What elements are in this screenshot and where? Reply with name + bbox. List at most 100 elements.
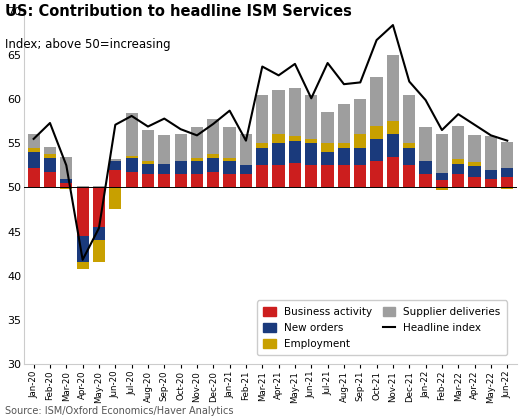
Bar	[452, 126, 464, 159]
Bar	[191, 127, 203, 158]
Bar	[272, 135, 285, 143]
Bar	[468, 166, 481, 177]
Bar	[452, 174, 464, 187]
Bar	[60, 183, 72, 187]
Bar	[452, 163, 464, 174]
Bar	[126, 155, 138, 158]
Bar	[93, 187, 105, 227]
Bar	[77, 187, 89, 236]
Bar	[256, 148, 268, 166]
Bar	[191, 161, 203, 174]
Bar	[126, 171, 138, 187]
Bar	[403, 148, 416, 166]
Bar	[387, 121, 399, 135]
Bar	[158, 163, 170, 174]
Text: Index; above 50=increasing: Index; above 50=increasing	[5, 38, 171, 51]
Bar	[436, 180, 448, 187]
Legend: Business activity, New orders, Employment, Supplier deliveries, Headline index: Business activity, New orders, Employmen…	[257, 301, 507, 355]
Bar	[93, 227, 105, 240]
Bar	[142, 163, 154, 174]
Bar	[468, 162, 481, 166]
Bar	[354, 135, 366, 148]
Bar	[322, 112, 334, 143]
Bar	[501, 177, 514, 187]
Bar	[240, 135, 252, 166]
Bar	[256, 143, 268, 148]
Bar	[370, 161, 383, 187]
Bar	[126, 113, 138, 155]
Bar	[142, 161, 154, 163]
Bar	[60, 178, 72, 183]
Bar	[191, 158, 203, 161]
Bar	[305, 139, 318, 143]
Bar	[305, 95, 318, 139]
Bar	[403, 95, 416, 143]
Bar	[468, 177, 481, 187]
Bar	[28, 168, 40, 187]
Bar	[44, 147, 56, 154]
Bar	[142, 174, 154, 187]
Bar	[289, 136, 301, 140]
Bar	[44, 171, 56, 187]
Bar	[28, 148, 40, 152]
Bar	[305, 166, 318, 187]
Bar	[338, 148, 350, 166]
Bar	[240, 166, 252, 174]
Bar	[77, 186, 89, 187]
Bar	[485, 136, 497, 170]
Bar	[370, 77, 383, 126]
Bar	[207, 171, 220, 187]
Bar	[420, 161, 432, 174]
Bar	[420, 127, 432, 161]
Bar	[387, 55, 399, 121]
Bar	[272, 166, 285, 187]
Bar	[485, 170, 497, 178]
Bar	[207, 154, 220, 158]
Bar	[126, 158, 138, 171]
Bar	[191, 174, 203, 187]
Bar	[354, 99, 366, 135]
Bar	[501, 142, 514, 168]
Bar	[174, 174, 187, 187]
Bar	[256, 95, 268, 143]
Bar	[93, 186, 105, 187]
Bar	[420, 174, 432, 187]
Bar	[44, 154, 56, 158]
Bar	[322, 143, 334, 152]
Bar	[256, 166, 268, 187]
Bar	[501, 187, 514, 189]
Bar	[44, 158, 56, 171]
Bar	[272, 90, 285, 135]
Bar	[174, 135, 187, 161]
Bar	[207, 119, 220, 154]
Bar	[224, 127, 236, 158]
Bar	[240, 174, 252, 187]
Bar	[387, 156, 399, 187]
Bar	[322, 152, 334, 166]
Bar	[338, 143, 350, 148]
Bar	[207, 158, 220, 171]
Bar	[289, 140, 301, 163]
Bar	[354, 166, 366, 187]
Bar	[272, 143, 285, 166]
Bar	[403, 166, 416, 187]
Bar	[109, 170, 122, 187]
Bar	[289, 163, 301, 187]
Bar	[338, 104, 350, 143]
Bar	[109, 159, 122, 161]
Bar	[109, 161, 122, 170]
Bar	[436, 173, 448, 180]
Bar	[370, 126, 383, 139]
Bar	[158, 135, 170, 163]
Bar	[305, 143, 318, 166]
Bar	[436, 187, 448, 190]
Bar	[354, 148, 366, 166]
Bar	[174, 161, 187, 174]
Bar	[224, 158, 236, 161]
Text: Source: ISM/Oxford Economics/Haver Analytics: Source: ISM/Oxford Economics/Haver Analy…	[5, 406, 234, 416]
Bar	[28, 152, 40, 168]
Bar	[468, 135, 481, 162]
Bar	[403, 143, 416, 148]
Bar	[485, 178, 497, 187]
Bar	[289, 88, 301, 136]
